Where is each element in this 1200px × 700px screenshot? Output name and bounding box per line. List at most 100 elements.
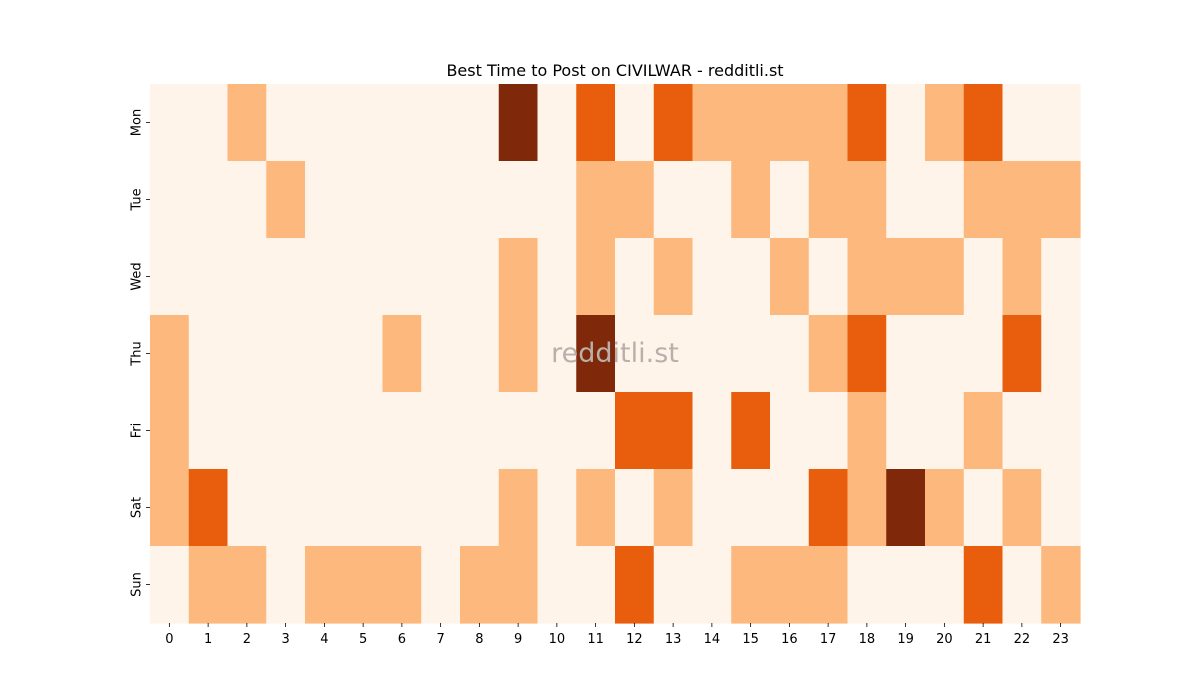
x-tick-label: 1	[204, 632, 212, 647]
heatmap-cell-sat-21	[963, 469, 1004, 547]
heatmap-cell-mon-8	[460, 84, 500, 162]
heatmap-cell-sat-17	[808, 469, 849, 547]
x-tick-label: 10	[549, 632, 566, 647]
heatmap-cell-mon-16	[770, 84, 810, 162]
y-tick-label: Tue	[130, 188, 145, 211]
heatmap-cell-tue-20	[925, 161, 965, 239]
heatmap-cell-mon-23	[1041, 84, 1081, 162]
heatmap-cell-fri-18	[847, 392, 887, 470]
heatmap-cell-sat-23	[1041, 469, 1081, 547]
heatmap-cell-sun-7	[421, 546, 461, 624]
heatmap-cell-mon-21	[963, 84, 1004, 162]
heatmap-cell-thu-2	[227, 315, 267, 393]
heatmap-cell-wed-1	[188, 238, 229, 316]
heatmap-cell-wed-10	[537, 238, 577, 316]
heatmap-cell-tue-1	[188, 161, 229, 239]
heatmap-cell-tue-17	[808, 161, 849, 239]
heatmap-cell-sun-21	[963, 546, 1004, 624]
heatmap-cell-thu-19	[886, 315, 926, 393]
heatmap-cell-tue-15	[731, 161, 771, 239]
heatmap-cell-sat-0	[150, 469, 190, 547]
heatmap-cell-wed-21	[963, 238, 1004, 316]
heatmap-cell-sun-17	[808, 546, 849, 624]
heatmap-cell-sat-12	[615, 469, 655, 547]
heatmap-cell-mon-6	[382, 84, 422, 162]
heatmap-cell-thu-6	[382, 315, 422, 393]
heatmap-cell-thu-21	[963, 315, 1004, 393]
heatmap-cell-wed-5	[343, 238, 384, 316]
heatmap-cell-fri-3	[266, 392, 306, 470]
heatmap-cell-wed-4	[305, 238, 345, 316]
heatmap-cell-fri-7	[421, 392, 461, 470]
heatmap-cell-sat-2	[227, 469, 267, 547]
heatmap-cell-thu-16	[770, 315, 810, 393]
heatmap-cell-sat-19	[886, 469, 926, 547]
heatmap-cell-thu-1	[188, 315, 229, 393]
x-tick-label: 11	[587, 632, 604, 647]
heatmap-cell-sat-14	[692, 469, 732, 547]
watermark: redditli.st	[551, 338, 679, 369]
y-axis: Mon Tue Wed Thu Fri Sat Sun	[130, 109, 150, 597]
heatmap-cell-fri-19	[886, 392, 926, 470]
heatmap-cell-thu-11	[576, 315, 616, 393]
heatmap-cell-mon-5	[343, 84, 384, 162]
heatmap-cell-fri-9	[498, 392, 539, 470]
heatmap-cell-mon-22	[1002, 84, 1042, 162]
heatmap-cell-mon-9	[498, 84, 539, 162]
chart-title: Best Time to Post on CIVILWAR - redditli…	[446, 61, 783, 80]
heatmap-cell-fri-4	[305, 392, 345, 470]
heatmap-cell-tue-10	[537, 161, 577, 239]
heatmap-cell-fri-8	[460, 392, 500, 470]
heatmap-cell-thu-23	[1041, 315, 1081, 393]
heatmap-cell-mon-3	[266, 84, 306, 162]
heatmap-cell-thu-13	[653, 315, 694, 393]
heatmap-cell-sat-1	[188, 469, 229, 547]
heatmap-cell-mon-17	[808, 84, 849, 162]
heatmap-cell-sun-6	[382, 546, 422, 624]
heatmap-cell-thu-20	[925, 315, 965, 393]
x-tick-label: 6	[398, 632, 406, 647]
heatmap-cell-wed-16	[770, 238, 810, 316]
heatmap-cell-mon-0	[150, 84, 190, 162]
heatmap-cell-sat-20	[925, 469, 965, 547]
heatmap-cell-sun-22	[1002, 546, 1042, 624]
heatmap-cell-fri-17	[808, 392, 849, 470]
heatmap-cell-wed-18	[847, 238, 887, 316]
heatmap-cell-sun-8	[460, 546, 500, 624]
heatmap-cell-tue-14	[692, 161, 732, 239]
heatmap-cell-tue-16	[770, 161, 810, 239]
heatmap-cell-wed-20	[925, 238, 965, 316]
heatmap-cell-tue-22	[1002, 161, 1042, 239]
heatmap-cell-thu-22	[1002, 315, 1042, 393]
heatmap-cell-thu-17	[808, 315, 849, 393]
heatmap-cell-fri-6	[382, 392, 422, 470]
heatmap-cell-thu-12	[615, 315, 655, 393]
y-tick-label: Fri	[130, 423, 145, 439]
x-tick-label: 23	[1052, 632, 1069, 647]
x-tick-label: 21	[975, 632, 992, 647]
heatmap-cell-tue-5	[343, 161, 384, 239]
x-tick-label: 17	[820, 632, 837, 647]
heatmap-cell-sun-10	[537, 546, 577, 624]
heatmap-cell-mon-2	[227, 84, 267, 162]
heatmap-cell-fri-2	[227, 392, 267, 470]
heatmap-cell-tue-19	[886, 161, 926, 239]
heatmap-cell-sun-12	[615, 546, 655, 624]
heatmap-cell-wed-9	[498, 238, 539, 316]
heatmap-cell-sat-15	[731, 469, 771, 547]
heatmap-cell-mon-4	[305, 84, 345, 162]
heatmap-cell-wed-3	[266, 238, 306, 316]
heatmap-cell-tue-11	[576, 161, 616, 239]
heatmap-cell-sat-4	[305, 469, 345, 547]
heatmap-cell-wed-17	[808, 238, 849, 316]
heatmap-cell-sat-3	[266, 469, 306, 547]
heatmap-cell-mon-13	[653, 84, 694, 162]
x-axis: 0 1 2 3 4 5 6 7 8 9 10 11 12 13 14 15 16 17 18 19 20 21 22 23	[165, 623, 1069, 647]
heatmap-cell-sun-15	[731, 546, 771, 624]
heatmap-cell-fri-11	[576, 392, 616, 470]
heatmap-cell-thu-5	[343, 315, 384, 393]
y-tick-label: Sun	[130, 572, 145, 597]
heatmap-cell-tue-13	[653, 161, 694, 239]
heatmap-cell-mon-15	[731, 84, 771, 162]
heatmap-cell-wed-15	[731, 238, 771, 316]
